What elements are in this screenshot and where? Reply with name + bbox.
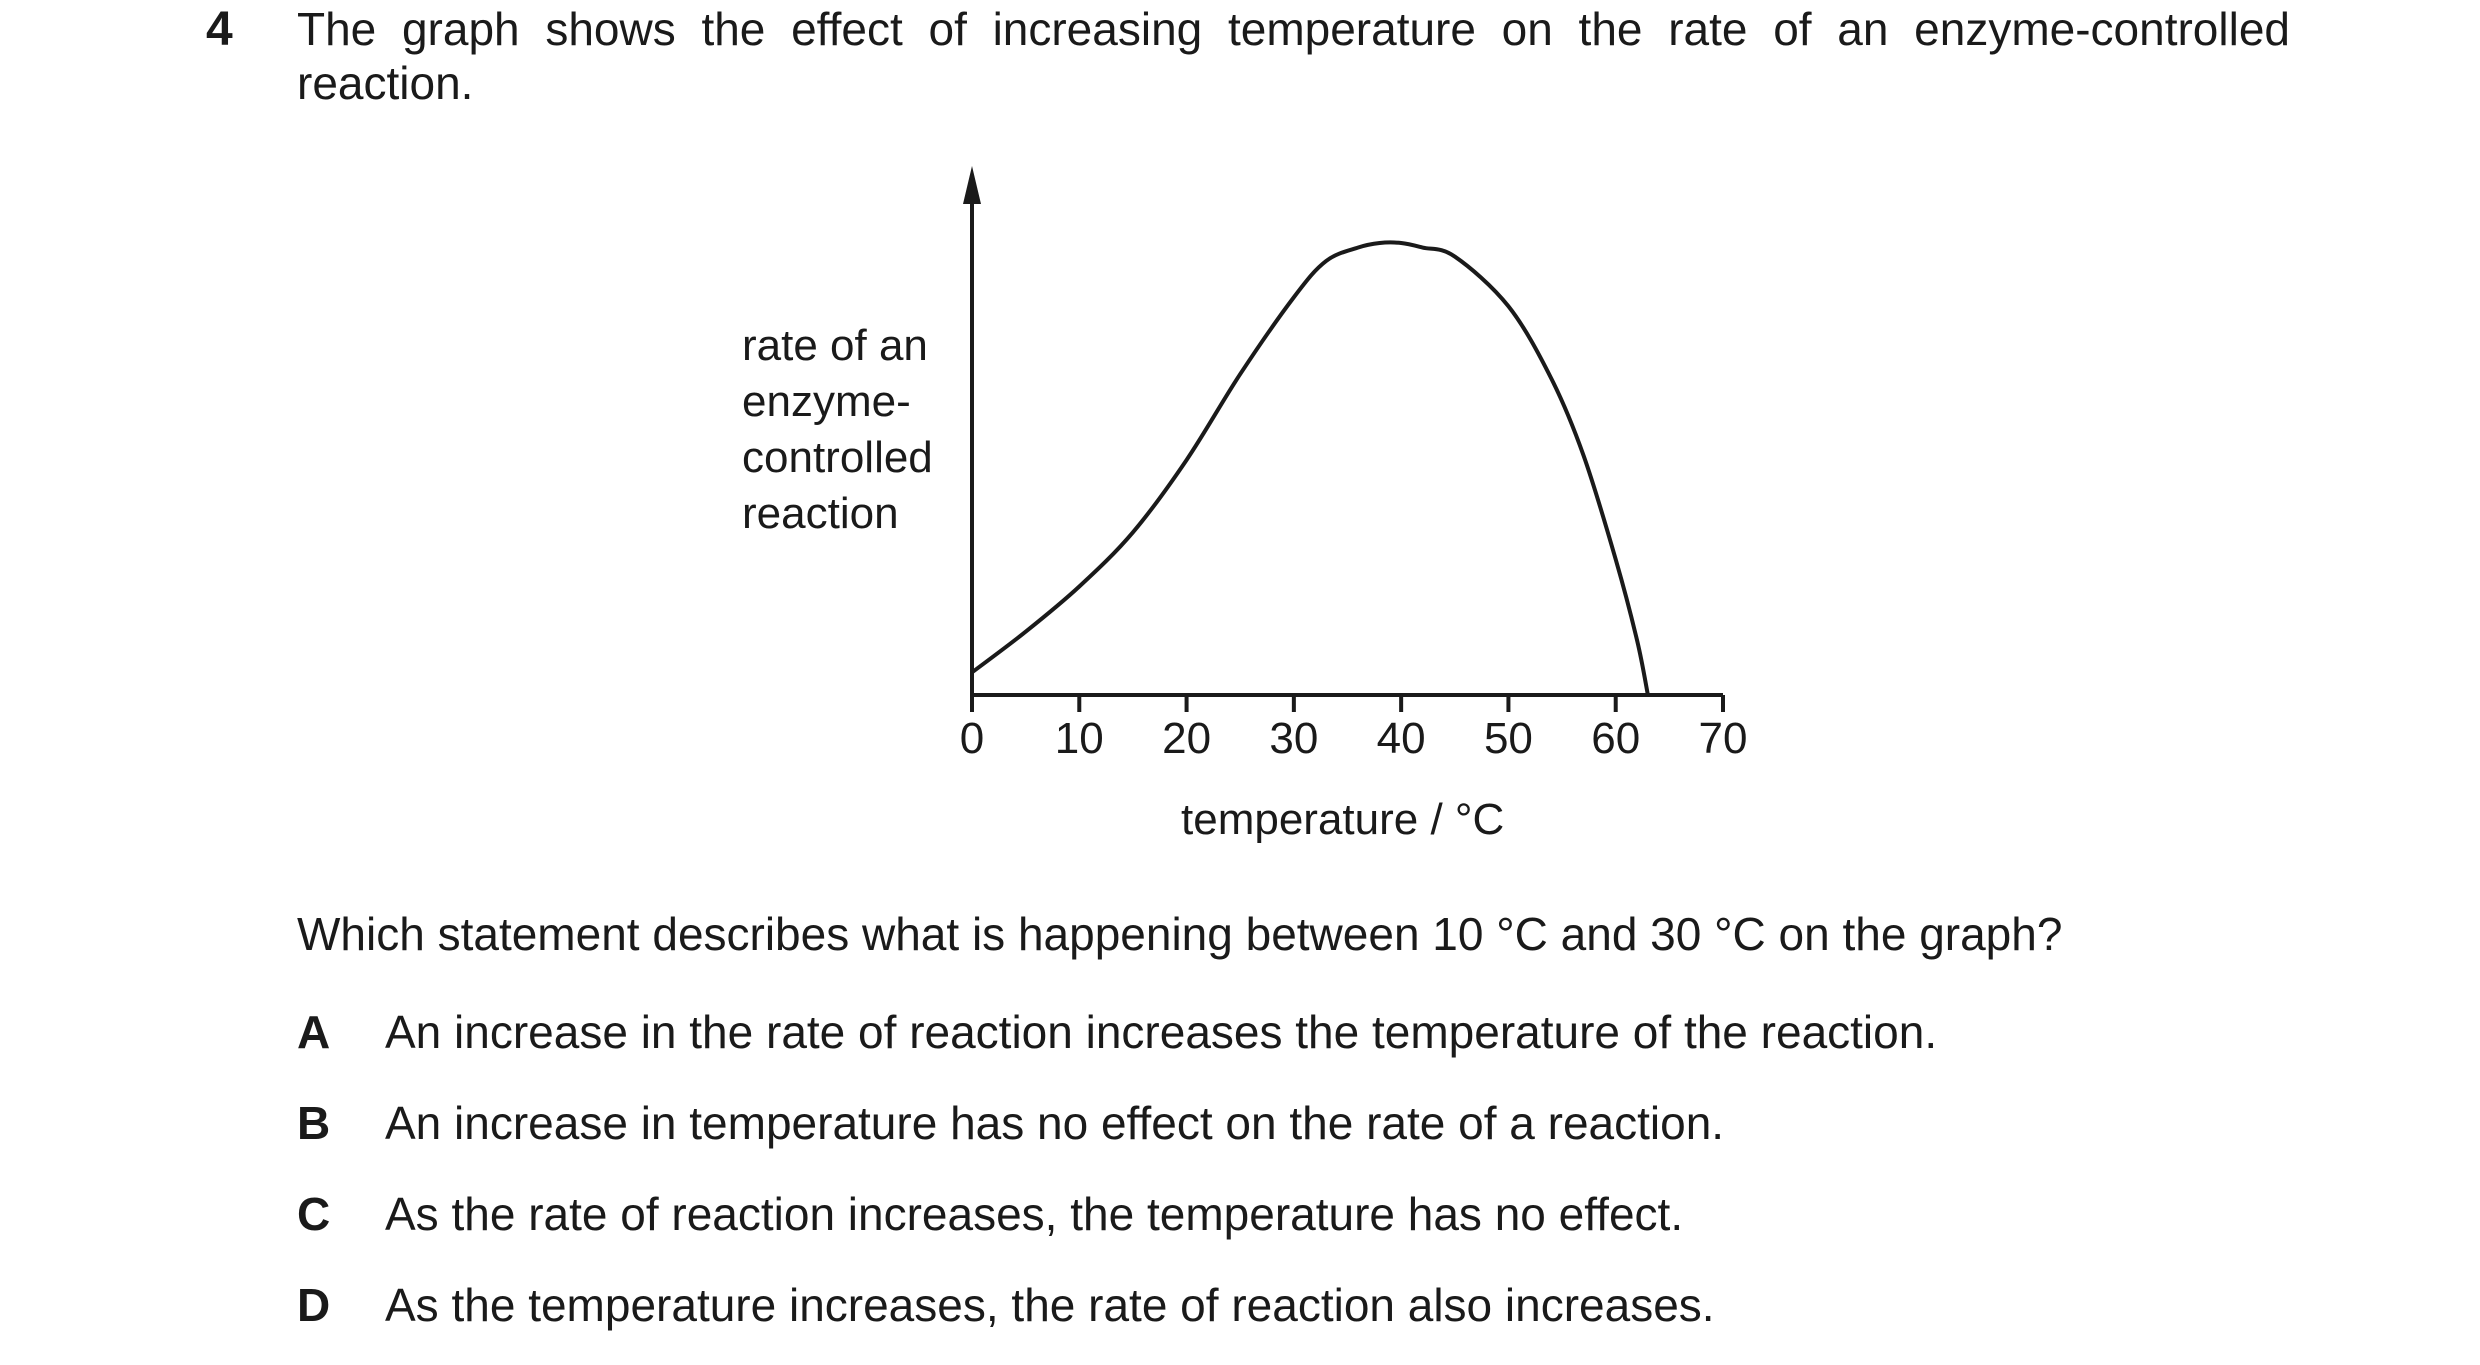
graph-axes [963,166,1723,697]
option-a[interactable]: A An increase in the rate of reaction inc… [297,1005,1937,1059]
option-d[interactable]: D As the temperature increases, the rate … [297,1278,1715,1332]
x-axis-title: temperature / °C [1181,795,1505,844]
y-axis-label-line: enzyme- [742,377,911,426]
option-b[interactable]: B An increase in temperature has no effec… [297,1096,1724,1150]
y-axis-arrowhead [963,166,981,204]
x-tick-label: 0 [960,714,984,763]
option-text: An increase in temperature has no effect… [385,1097,1725,1149]
x-tick-label: 60 [1591,714,1640,763]
question-number: 4 [206,3,233,56]
curve-group [970,240,1650,696]
x-tick-label: 50 [1484,714,1533,763]
rate-curve [970,240,1650,696]
y-axis-label: rate of an enzyme- controlled reaction [742,318,933,542]
option-text: As the rate of reaction increases, the t… [385,1188,1684,1240]
option-text: As the temperature increases, the rate o… [385,1279,1715,1331]
option-letter: B [297,1097,331,1149]
option-letter: C [297,1188,331,1240]
x-tick-label: 30 [1269,714,1318,763]
option-c[interactable]: C As the rate of reaction increases, the … [297,1187,1683,1241]
y-axis-label-line: rate of an [742,321,928,370]
question-prompt: Which statement describes what is happen… [297,908,2063,960]
question-stem: The graph shows the effect of increasing… [297,3,2290,109]
x-tick-label: 40 [1377,714,1426,763]
x-tick-label: 20 [1162,714,1211,763]
x-tick-label: 10 [1055,714,1104,763]
x-tick-label: 70 [1699,714,1748,763]
y-axis-label-line: controlled [742,433,933,482]
option-letter: A [297,1006,331,1058]
option-text: An increase in the rate of reaction incr… [385,1006,1938,1058]
x-axis-ticks: 0 10 20 30 40 50 60 70 [960,695,1748,763]
option-letter: D [297,1279,331,1331]
y-axis-label-line: reaction [742,489,899,538]
